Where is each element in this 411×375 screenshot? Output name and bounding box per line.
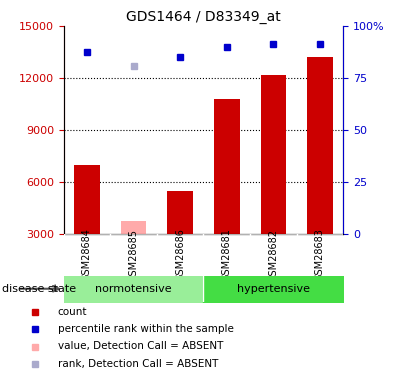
Text: GSM28682: GSM28682 [268, 228, 278, 282]
Text: GSM28686: GSM28686 [175, 228, 185, 281]
Text: disease state: disease state [2, 284, 76, 294]
Title: GDS1464 / D83349_at: GDS1464 / D83349_at [126, 10, 281, 24]
Text: GSM28681: GSM28681 [222, 228, 232, 281]
Text: value, Detection Call = ABSENT: value, Detection Call = ABSENT [58, 342, 223, 351]
Bar [121, 220, 146, 234]
Bar [74, 165, 100, 234]
Text: GSM28685: GSM28685 [129, 228, 139, 282]
Bar [261, 75, 286, 234]
Bar [307, 57, 333, 234]
Text: rank, Detection Call = ABSENT: rank, Detection Call = ABSENT [58, 358, 218, 369]
Text: normotensive: normotensive [95, 284, 172, 294]
Text: percentile rank within the sample: percentile rank within the sample [58, 324, 233, 334]
Text: hypertensive: hypertensive [237, 284, 310, 294]
Bar [167, 191, 193, 234]
Text: GSM28684: GSM28684 [82, 228, 92, 281]
Text: GSM28683: GSM28683 [315, 228, 325, 281]
Text: count: count [58, 307, 87, 317]
Bar [214, 99, 240, 234]
